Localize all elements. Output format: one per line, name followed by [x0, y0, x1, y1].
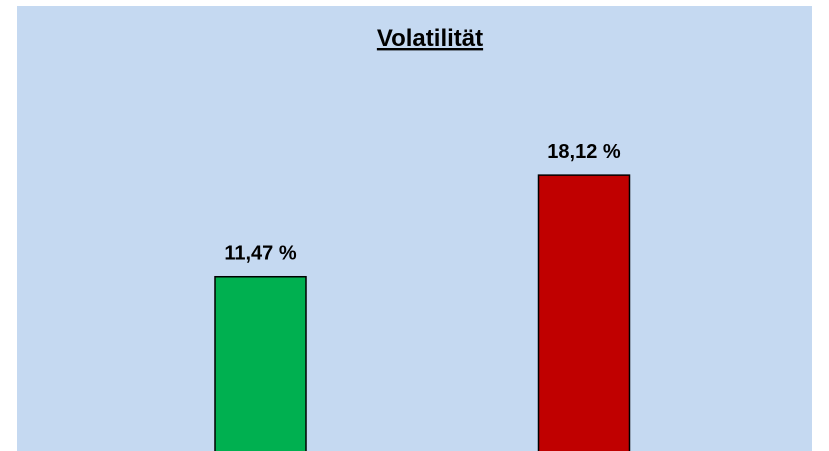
- value-label: 18,12 %: [547, 141, 621, 163]
- value-label: 11,47 %: [224, 243, 297, 265]
- chart-title: Volatilität: [377, 25, 483, 52]
- bar: [214, 275, 307, 451]
- plot-background: [17, 6, 812, 451]
- bar: [537, 174, 631, 451]
